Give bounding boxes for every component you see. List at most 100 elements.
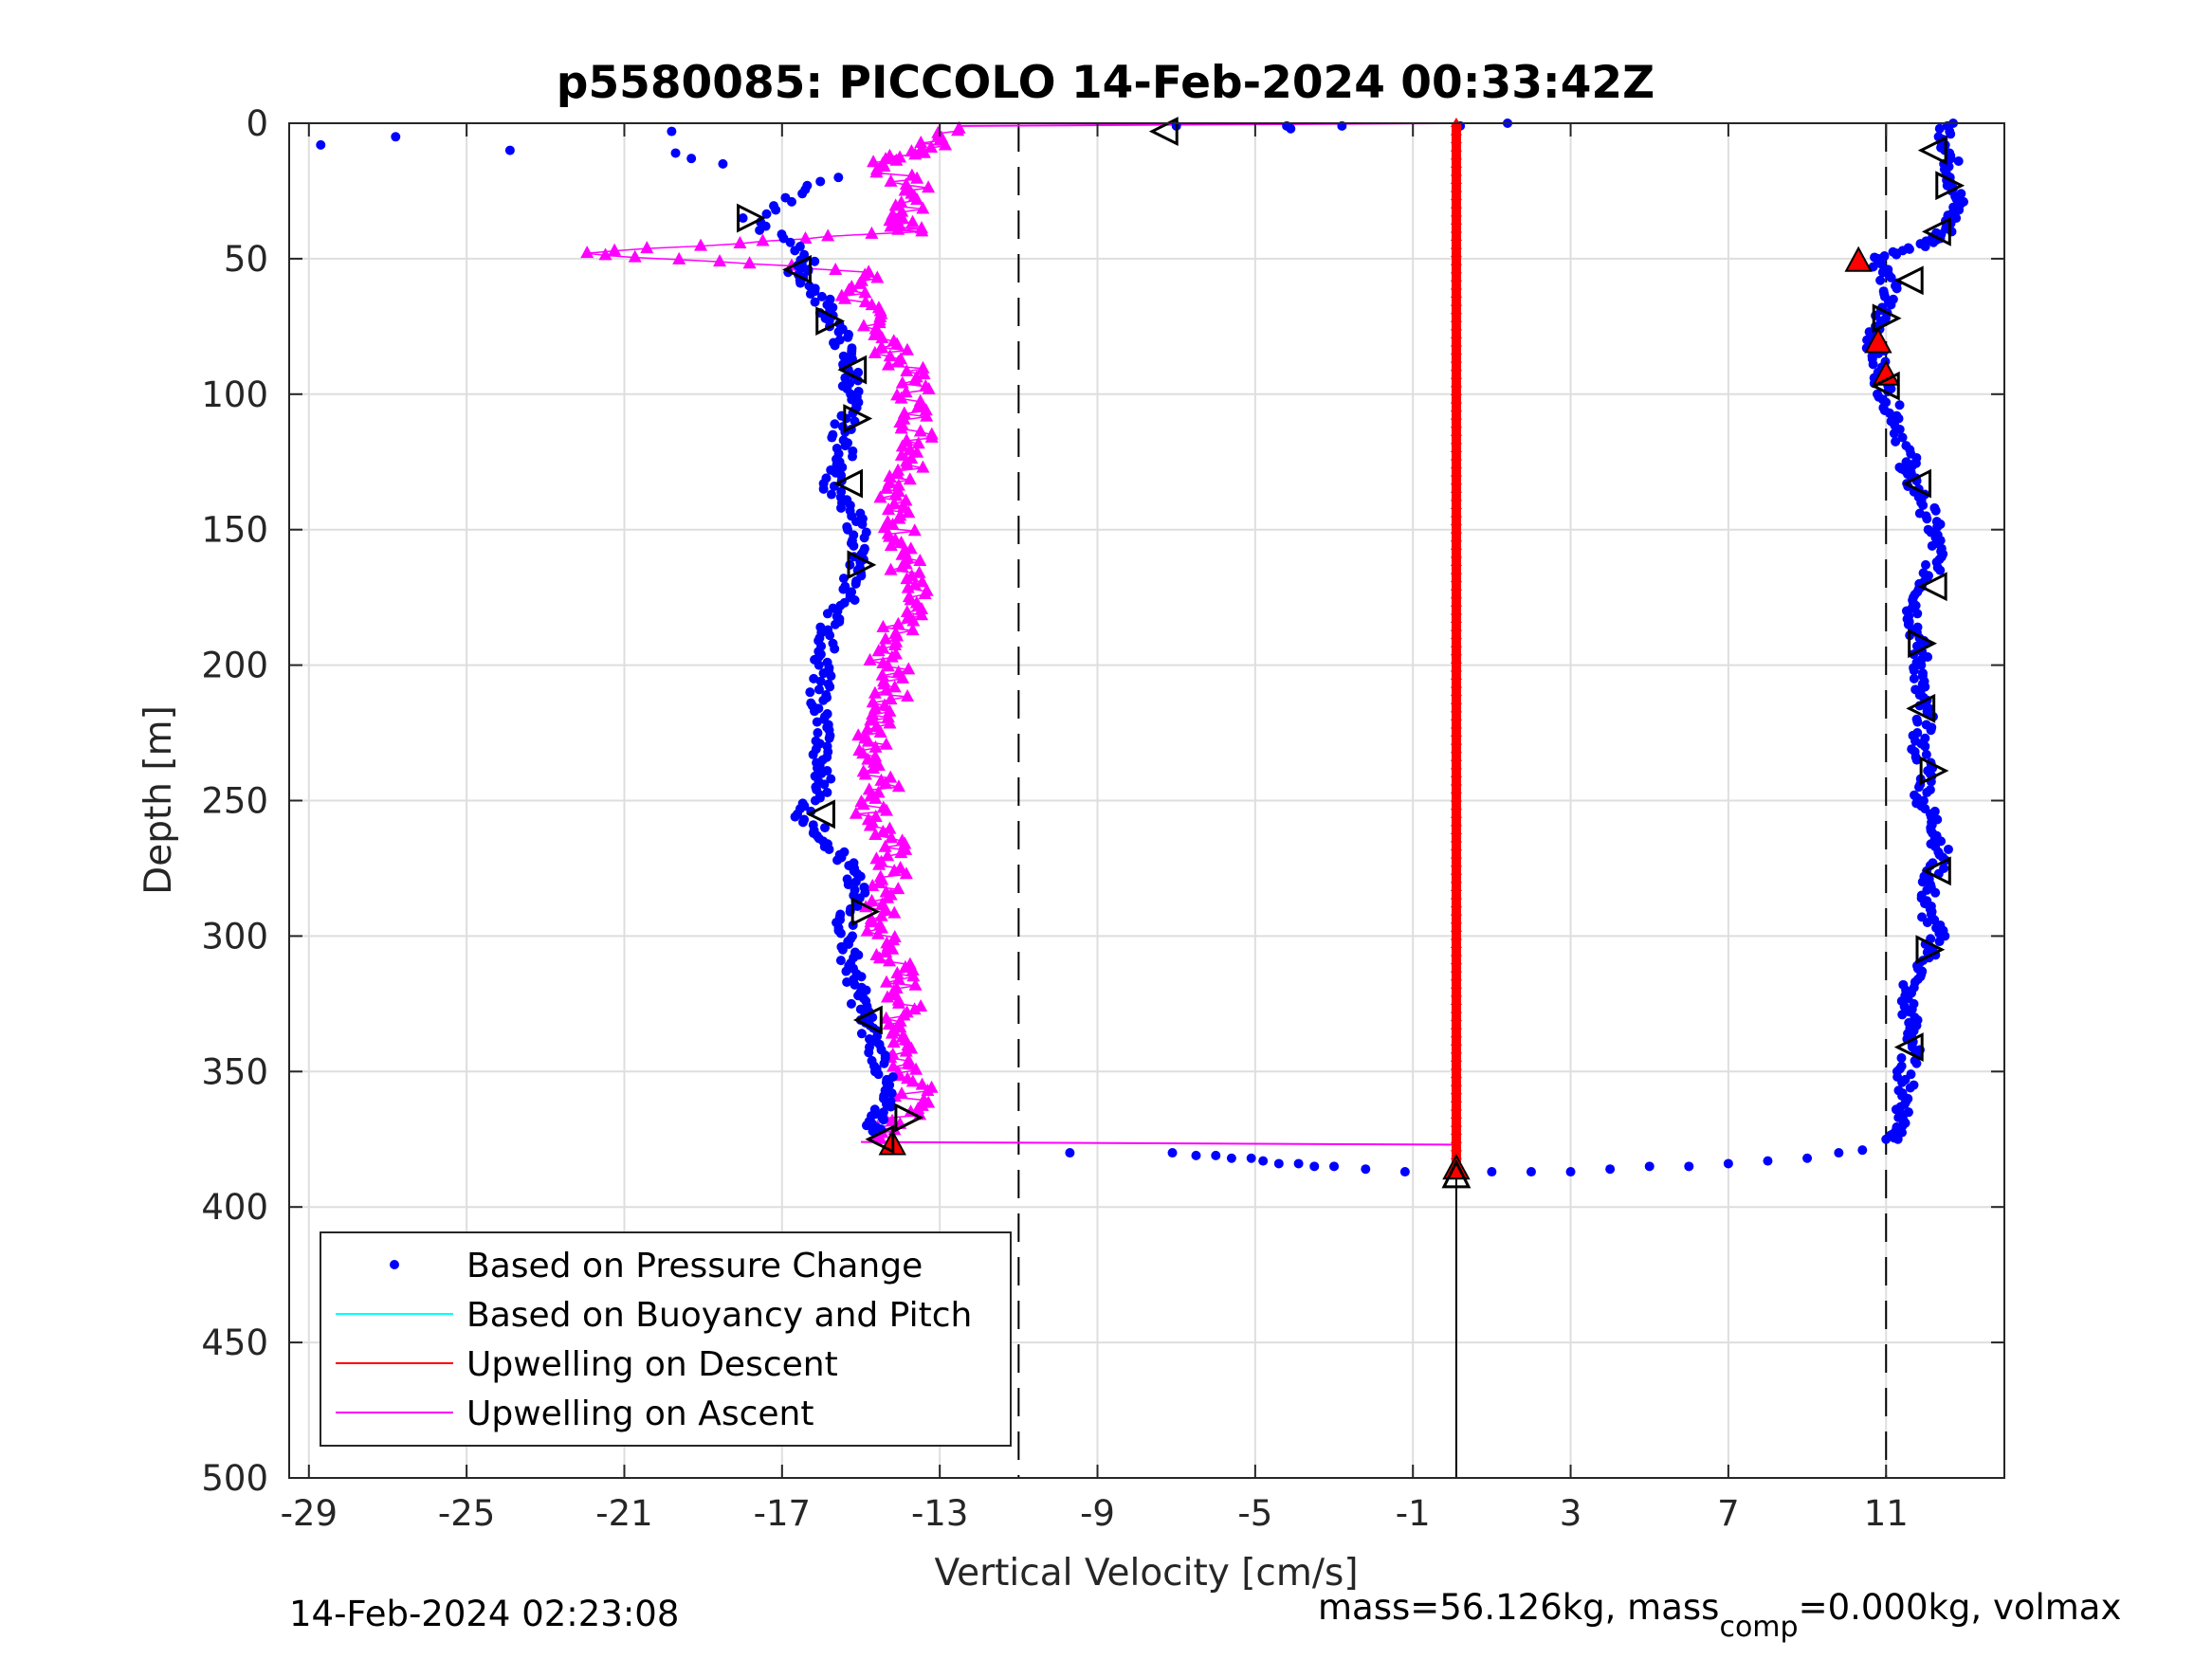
ascent-upwelling-point bbox=[900, 363, 914, 376]
pressure-change-point bbox=[1605, 1164, 1616, 1175]
descent-upwelling-point bbox=[1450, 442, 1462, 452]
pressure-change-point bbox=[835, 956, 846, 966]
pressure-change-point bbox=[1922, 514, 1932, 524]
open-triangle-marker bbox=[850, 897, 881, 927]
legend-box bbox=[320, 1231, 1012, 1447]
pressure-change-point bbox=[785, 237, 795, 247]
ascent-upwelling-point bbox=[883, 213, 897, 227]
chart-title: p5580085: PICCOLO 14-Feb-2024 00:33:42Z bbox=[557, 57, 1654, 109]
pressure-change-point bbox=[849, 540, 859, 551]
ascent-upwelling-point bbox=[902, 662, 916, 675]
ascent-upwelling-point bbox=[858, 285, 872, 299]
legend-label: Upwelling on Descent bbox=[466, 1345, 838, 1384]
ascent-upwelling-point bbox=[868, 791, 883, 804]
pressure-change-point bbox=[738, 213, 748, 224]
ascent-upwelling-point bbox=[922, 382, 936, 395]
descent-upwelling-point bbox=[1450, 499, 1462, 509]
ascent-upwelling-point bbox=[868, 345, 882, 358]
ascent-upwelling-point bbox=[885, 649, 899, 663]
pressure-change-point bbox=[842, 976, 852, 987]
ascent-upwelling-point bbox=[892, 511, 906, 524]
descent-upwelling-point bbox=[1450, 743, 1462, 754]
ascent-upwelling-point bbox=[879, 481, 893, 494]
pressure-change-point bbox=[1226, 1153, 1236, 1163]
descent-upwelling-point bbox=[1450, 198, 1462, 209]
open-triangle-marker bbox=[1917, 572, 1947, 602]
pressure-change-point bbox=[879, 1115, 889, 1125]
ascent-upwelling-point bbox=[865, 893, 879, 906]
pressure-change-point bbox=[818, 483, 829, 494]
ascent-upwelling-point bbox=[918, 586, 932, 599]
pressure-change-point bbox=[1526, 1167, 1536, 1177]
ascent-upwelling-point bbox=[891, 972, 905, 985]
open-triangle-marker bbox=[843, 404, 873, 433]
pressure-change-point bbox=[825, 630, 835, 641]
descent-upwelling-point bbox=[1450, 938, 1462, 948]
ascent-upwelling-point bbox=[838, 291, 852, 304]
pressure-change-point bbox=[1930, 887, 1941, 898]
pressure-change-point bbox=[856, 972, 867, 982]
descent-upwelling-point bbox=[1450, 832, 1462, 843]
ascent-upwelling-point bbox=[640, 241, 654, 254]
ascent-upwelling-point bbox=[895, 375, 909, 389]
x-axis-label: Vertical Velocity [cm/s] bbox=[934, 1552, 1358, 1595]
pressure-change-point bbox=[1487, 1167, 1497, 1177]
descent-upwelling-point bbox=[1450, 434, 1462, 445]
pressure-change-point bbox=[1917, 877, 1928, 887]
ascent-upwelling-point bbox=[877, 698, 891, 711]
descent-upwelling-point bbox=[1450, 1003, 1462, 1013]
descent-upwelling-point bbox=[1450, 426, 1462, 436]
open-triangle-marker bbox=[1441, 1158, 1472, 1189]
pressure-change-point bbox=[841, 966, 851, 976]
ascent-upwelling-point bbox=[915, 608, 929, 621]
ascent-upwelling-point bbox=[872, 857, 887, 870]
footer-timestamp: 14-Feb-2024 02:23:08 bbox=[289, 1594, 679, 1634]
pressure-change-point bbox=[824, 733, 834, 743]
legend-dot-symbol bbox=[390, 1260, 399, 1269]
pressure-change-point bbox=[1886, 300, 1896, 310]
descent-upwelling-point bbox=[1450, 784, 1462, 794]
pressure-change-point bbox=[1889, 428, 1899, 439]
pressure-change-point bbox=[846, 998, 856, 1009]
descent-upwelling-point bbox=[1450, 564, 1462, 574]
ascent-upwelling-point bbox=[872, 951, 887, 964]
y-tick-label: 300 bbox=[201, 916, 268, 957]
descent-upwelling-point bbox=[1450, 865, 1462, 875]
descent-upwelling-point bbox=[1450, 369, 1462, 379]
ascent-upwelling-point bbox=[890, 465, 905, 479]
pressure-change-point bbox=[670, 148, 681, 158]
descent-upwelling-point bbox=[1450, 735, 1462, 745]
pressure-change-point bbox=[1309, 1161, 1320, 1172]
pressure-change-point bbox=[1911, 1058, 1922, 1068]
pressure-change-point bbox=[1892, 249, 1902, 260]
ascent-upwelling-point bbox=[924, 140, 939, 154]
ascent-upwelling-point bbox=[856, 319, 870, 332]
x-tick-label: 11 bbox=[1864, 1493, 1909, 1534]
pressure-change-point bbox=[843, 332, 853, 342]
ascent-upwelling-point bbox=[849, 806, 863, 819]
descent-upwelling-point bbox=[1450, 150, 1462, 160]
descent-upwelling-point bbox=[1450, 816, 1462, 827]
pressure-change-point bbox=[859, 533, 869, 543]
descent-upwelling-point bbox=[1450, 857, 1462, 867]
ascent-upwelling-point bbox=[910, 191, 924, 205]
ascent-upwelling-point bbox=[883, 954, 897, 967]
pressure-change-point bbox=[832, 855, 843, 866]
descent-upwelling-point bbox=[1450, 134, 1462, 144]
pressure-change-point bbox=[818, 695, 829, 705]
ascent-upwelling-point bbox=[863, 818, 877, 831]
pressure-change-point bbox=[887, 1088, 897, 1099]
ascent-upwelling-point bbox=[900, 342, 914, 356]
ascent-upwelling-point bbox=[842, 283, 856, 296]
pressure-change-point bbox=[1565, 1167, 1576, 1177]
ascent-upwelling-point bbox=[879, 683, 893, 696]
pressure-change-point bbox=[1644, 1161, 1654, 1172]
ascent-upwelling-point bbox=[868, 327, 882, 340]
ascent-upwelling-point bbox=[924, 429, 939, 443]
descent-upwelling-point bbox=[1450, 223, 1462, 233]
ascent-upwelling-point bbox=[910, 171, 924, 184]
pressure-change-point bbox=[1802, 1153, 1813, 1163]
ascent-upwelling-point bbox=[901, 580, 915, 593]
descent-upwelling-point bbox=[1450, 410, 1462, 420]
ascent-upwelling-point bbox=[869, 165, 884, 178]
